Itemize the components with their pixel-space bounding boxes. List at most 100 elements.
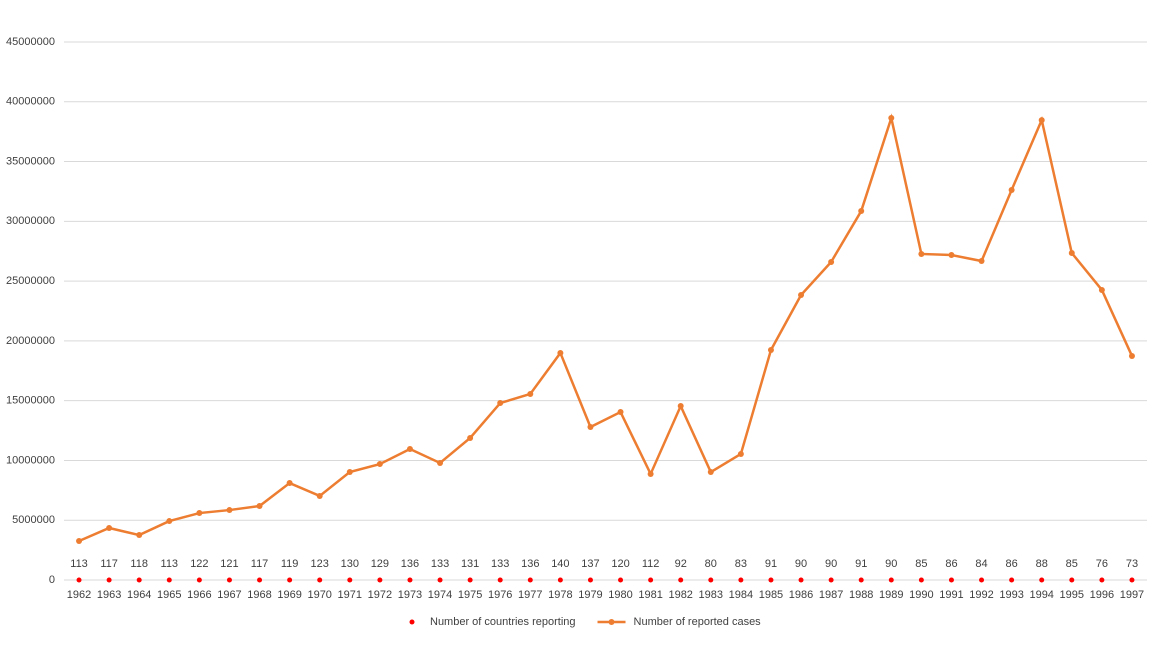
data-point	[888, 577, 894, 583]
y-tick-label: 25000000	[6, 275, 55, 287]
x-tick-label: 1977	[518, 589, 542, 601]
y-tick-label: 10000000	[6, 454, 55, 466]
data-label: 136	[521, 558, 539, 570]
data-point	[918, 250, 925, 257]
x-tick-label: 1988	[849, 589, 873, 601]
x-tick-label: 1972	[368, 589, 392, 601]
data-point	[406, 445, 413, 452]
y-tick-label: 35000000	[6, 155, 55, 167]
data-point	[1098, 286, 1105, 293]
x-tick-label: 1981	[638, 589, 662, 601]
legend-label: Number of reported cases	[634, 616, 762, 628]
data-point	[828, 577, 834, 583]
x-tick-label: 1984	[729, 589, 753, 601]
data-label: 117	[251, 558, 269, 570]
data-label: 136	[401, 558, 419, 570]
data-point	[737, 450, 744, 457]
x-tick-label: 1970	[307, 589, 331, 601]
data-label: 122	[190, 558, 208, 570]
data-point	[287, 577, 293, 583]
data-point	[106, 524, 113, 531]
data-point	[136, 577, 142, 583]
x-tick-label: 1975	[458, 589, 482, 601]
data-point	[166, 518, 173, 525]
data-point	[467, 434, 474, 441]
data-point	[647, 470, 654, 477]
x-tick-label: 1997	[1120, 589, 1144, 601]
legend-item: Number of reported cases	[597, 616, 762, 628]
data-label: 84	[975, 558, 987, 570]
data-label: 131	[461, 558, 479, 570]
x-tick-label: 1996	[1090, 589, 1114, 601]
data-point	[587, 577, 593, 583]
x-tick-label: 1982	[668, 589, 692, 601]
data-label: 133	[491, 558, 509, 570]
data-point	[527, 390, 534, 397]
data-point	[707, 469, 714, 476]
x-tick-label: 1962	[67, 589, 91, 601]
y-tick-label: 20000000	[6, 335, 55, 347]
data-point	[377, 577, 383, 583]
x-tick-label: 1985	[759, 589, 783, 601]
legend-label: Number of countries reporting	[430, 616, 576, 628]
data-point	[527, 577, 533, 583]
data-label: 90	[795, 558, 807, 570]
x-tick-label: 1974	[428, 589, 452, 601]
data-point	[948, 252, 955, 259]
y-tick-label: 0	[49, 574, 55, 586]
y-tick-label: 45000000	[6, 36, 55, 48]
data-point	[286, 480, 293, 487]
data-label: 92	[675, 558, 687, 570]
data-point	[648, 577, 654, 583]
data-point	[587, 423, 594, 430]
data-point	[1099, 577, 1105, 583]
data-label: 140	[551, 558, 569, 570]
x-tick-label: 1971	[338, 589, 362, 601]
data-label: 90	[885, 558, 897, 570]
data-point	[677, 403, 684, 410]
data-point	[76, 577, 82, 583]
x-tick-label: 1969	[277, 589, 301, 601]
data-point	[979, 577, 985, 583]
data-point	[1068, 250, 1075, 257]
data-point	[1128, 352, 1135, 359]
y-tick-label: 5000000	[12, 514, 55, 526]
data-label: 86	[1006, 558, 1018, 570]
data-point	[768, 577, 774, 583]
x-tick-label: 1990	[909, 589, 933, 601]
series-line	[78, 113, 1134, 543]
x-tick-label: 1967	[217, 589, 241, 601]
data-point	[1009, 577, 1015, 583]
data-point	[497, 577, 503, 583]
x-tick-label: 1987	[819, 589, 843, 601]
data-point	[978, 258, 985, 265]
x-tick-label: 1979	[578, 589, 602, 601]
x-tick-label: 1963	[97, 589, 121, 601]
data-label: 137	[581, 558, 599, 570]
data-label: 121	[220, 558, 238, 570]
data-point	[888, 115, 895, 122]
x-tick-label: 1994	[1029, 589, 1053, 601]
data-label: 130	[341, 558, 359, 570]
data-label: 112	[642, 558, 660, 570]
data-point	[226, 577, 232, 583]
data-point	[1129, 577, 1135, 583]
x-tick-label: 1966	[187, 589, 211, 601]
data-point	[1069, 577, 1075, 583]
x-tick-label: 1978	[548, 589, 572, 601]
data-point	[347, 577, 353, 583]
data-point	[708, 577, 714, 583]
data-point	[1008, 187, 1015, 194]
data-point	[257, 577, 263, 583]
data-point	[136, 532, 143, 539]
data-point	[316, 492, 323, 499]
data-label: 119	[281, 558, 299, 570]
x-tick-label: 1964	[127, 589, 151, 601]
data-point	[918, 577, 924, 583]
data-point	[798, 577, 804, 583]
y-tick-label: 15000000	[6, 395, 55, 407]
data-label: 123	[311, 558, 329, 570]
legend-item: Number of countries reporting	[409, 616, 576, 628]
data-label: 76	[1096, 558, 1108, 570]
